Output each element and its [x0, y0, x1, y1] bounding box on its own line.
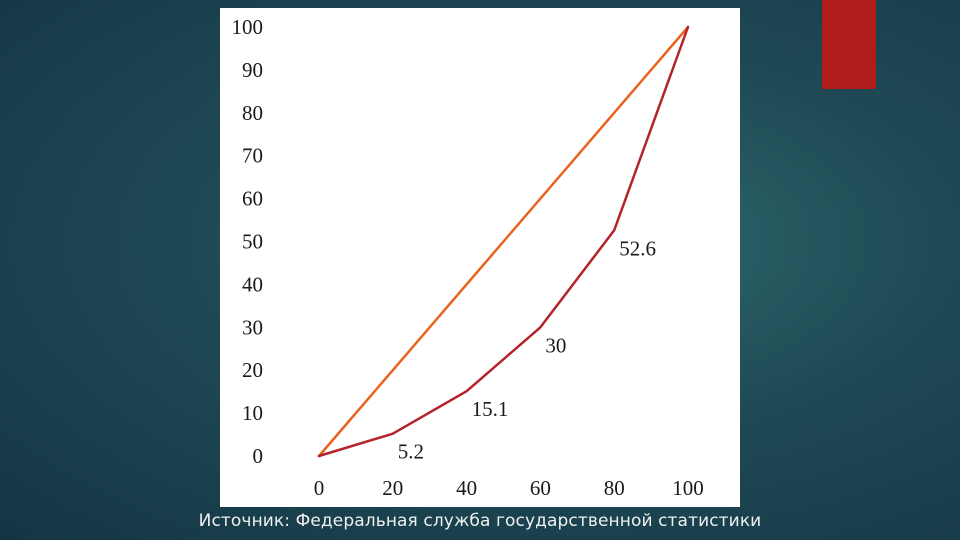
- x-tick-label-60: 60: [530, 476, 551, 500]
- data-label-15-1: 15.1: [472, 397, 509, 421]
- y-tick-label-90: 90: [242, 58, 263, 82]
- source-caption: Источник: Федеральная служба государстве…: [198, 511, 762, 531]
- y-tick-label-100: 100: [232, 15, 264, 39]
- y-tick-label-10: 10: [242, 401, 263, 425]
- y-tick-label-50: 50: [242, 230, 263, 254]
- x-tick-label-0: 0: [314, 476, 325, 500]
- y-tick-label-70: 70: [242, 144, 263, 168]
- data-label-5-2: 5.2: [398, 440, 424, 464]
- red-accent-bar: [822, 0, 876, 89]
- data-label-52-6: 52.6: [619, 236, 656, 260]
- lorenz-curve-line: [317, 25, 690, 458]
- x-tick-label-100: 100: [672, 476, 704, 500]
- lorenz-curve-chart: 0 10 20 30 40 50 60 70 80 90 100 0 20 40 60 80 100 5.2 15.…: [232, 15, 704, 500]
- chart-panel: 0 10 20 30 40 50 60 70 80 90 100 0 20 40 60 80 100 5.2 15.…: [220, 8, 740, 507]
- data-label-30: 30: [545, 333, 566, 357]
- equality-line: [317, 25, 690, 458]
- x-tick-label-20: 20: [382, 476, 403, 500]
- y-tick-label-60: 60: [242, 187, 263, 211]
- x-tick-label-40: 40: [456, 476, 477, 500]
- x-tick-label-80: 80: [604, 476, 625, 500]
- y-tick-label-40: 40: [242, 272, 263, 296]
- y-tick-label-80: 80: [242, 101, 263, 125]
- y-tick-label-30: 30: [242, 315, 263, 339]
- y-tick-label-0: 0: [253, 444, 264, 468]
- y-tick-label-20: 20: [242, 358, 263, 382]
